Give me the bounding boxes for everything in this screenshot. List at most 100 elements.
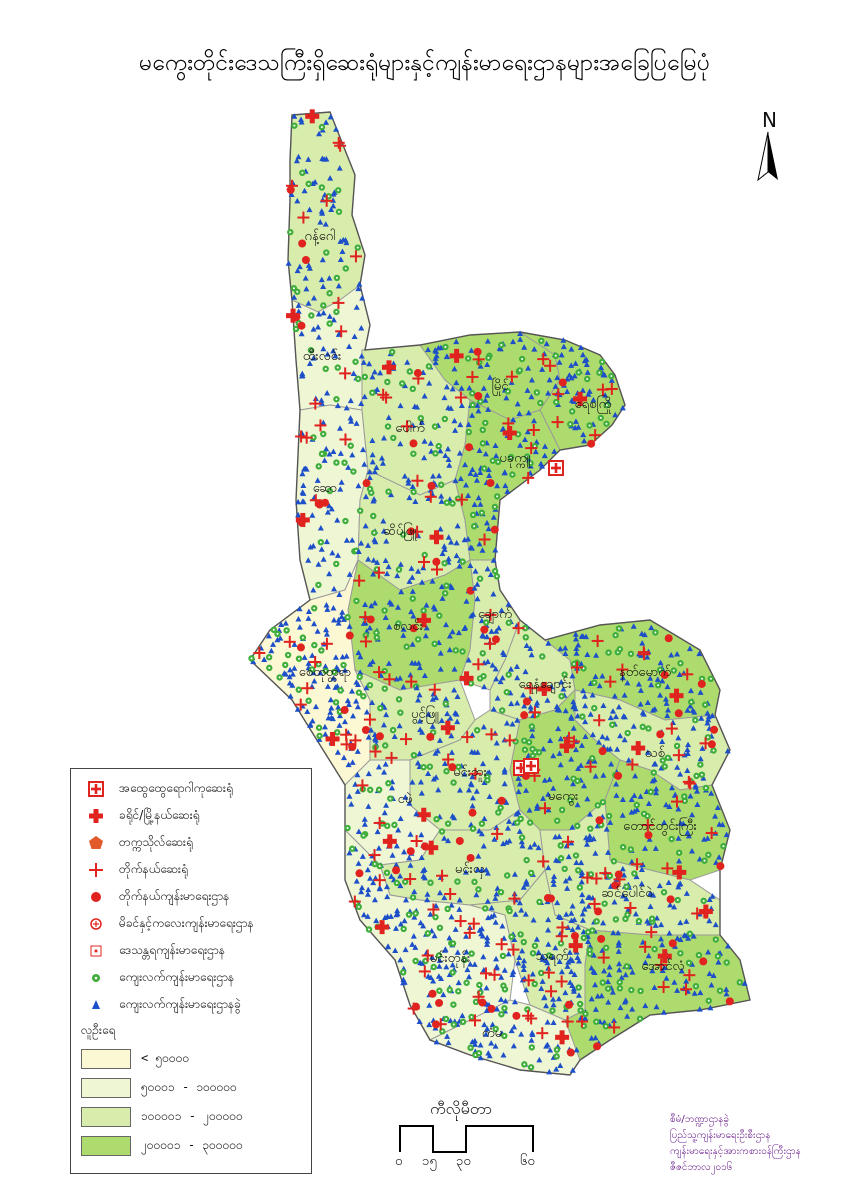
rural-subcenter-icon: [469, 412, 476, 418]
rural-health-center-icon: [692, 983, 700, 990]
rural-subcenter-icon: [436, 737, 443, 743]
township-gangaw[interactable]: [287, 111, 366, 313]
rural-health-center-icon: [716, 987, 724, 994]
rural-health-center-icon: [497, 804, 504, 811]
station-health-center-icon: [298, 239, 307, 248]
rural-subcenter-icon: [665, 879, 672, 886]
rural-subcenter-icon: [570, 725, 577, 731]
rural-health-center-icon: [446, 986, 453, 994]
station-health-center-icon: [595, 816, 604, 825]
station-hospital-icon: [522, 974, 535, 987]
rural-health-center-icon: [373, 634, 381, 641]
rural-subcenter-icon: [425, 711, 432, 717]
rural-subcenter-icon: [684, 746, 691, 753]
rural-subcenter-icon: [296, 624, 303, 630]
rural-subcenter-icon: [501, 651, 508, 657]
rural-health-center-icon: [673, 742, 681, 750]
rural-subcenter-icon: [340, 236, 347, 243]
rural-subcenter-icon: [337, 486, 344, 492]
rural-subcenter-icon: [382, 557, 389, 564]
rural-subcenter-icon: [700, 775, 707, 781]
township-hospital-icon: [375, 920, 390, 935]
rural-subcenter-icon: [647, 675, 654, 681]
rural-subcenter-icon: [708, 982, 715, 988]
rural-subcenter-icon: [572, 424, 579, 431]
station-hospital-icon: [363, 713, 376, 726]
rural-subcenter-icon: [413, 810, 420, 817]
population-class-label: ၅၀၀၀၁ - ၁၀၀၀၀၀: [141, 1079, 237, 1094]
rural-subcenter-icon: [602, 392, 609, 398]
credit-line: ဇီဇင်ဘာလ၂၀၁၆: [670, 1162, 733, 1173]
rural-subcenter-icon: [544, 1041, 551, 1048]
rural-subcenter-icon: [335, 620, 342, 626]
station-hospital-icon: [522, 1009, 535, 1022]
rural-subcenter-icon: [355, 860, 362, 866]
station-hospital-icon: [369, 745, 382, 758]
township-label: မင်းတုန်း: [430, 950, 471, 968]
rural-subcenter-icon: [295, 153, 302, 160]
scale-tick-15: ၁၅: [422, 1154, 437, 1169]
rural-subcenter-icon: [359, 295, 366, 301]
station-hospital-icon: [616, 663, 629, 676]
rural-subcenter-icon: [365, 542, 372, 548]
rural-health-center-icon: [471, 878, 478, 886]
rural-health-center-icon: [484, 777, 491, 784]
station-hospital-icon: [401, 420, 414, 433]
rural-health-center-icon: [575, 984, 582, 991]
rural-health-center-icon: [659, 757, 666, 764]
rural-subcenter-icon: [421, 874, 428, 881]
rural-health-center-icon: [604, 985, 612, 992]
rural-subcenter-icon: [582, 718, 589, 725]
rural-subcenter-icon: [587, 836, 594, 842]
rural-health-center-icon: [674, 896, 681, 904]
rural-subcenter-icon: [520, 884, 527, 890]
rural-subcenter-icon: [562, 989, 569, 996]
rural-subcenter-icon: [378, 455, 385, 461]
rural-subcenter-icon: [448, 902, 455, 908]
rural-subcenter-icon: [571, 971, 578, 977]
township-hospital-icon: [416, 613, 431, 628]
rural-subcenter-icon: [393, 925, 400, 931]
rural-subcenter-icon: [483, 519, 490, 526]
station-health-center-icon: [340, 706, 349, 715]
rural-subcenter-icon: [507, 666, 514, 672]
rural-subcenter-icon: [645, 800, 652, 807]
station-health-center-icon: [361, 726, 370, 735]
rural-subcenter-icon: [349, 451, 356, 458]
rural-health-center-icon: [370, 512, 377, 520]
rural-subcenter-icon: [386, 599, 393, 605]
station-hospital-icon: [544, 359, 557, 372]
rural-subcenter-icon: [557, 761, 564, 768]
station-hospital-icon: [545, 985, 558, 998]
rural-health-center-icon: [287, 228, 294, 236]
rural-subcenter-icon: [574, 801, 581, 808]
rural-subcenter-icon: [354, 748, 361, 754]
rural-health-center-icon: [384, 423, 392, 430]
rural-subcenter-icon: [324, 351, 331, 357]
legend-item-label: မိခင်နှင့်ကလေးကျန်းမာရေးဌာန: [119, 915, 254, 930]
station-hospital-icon: [641, 819, 654, 832]
rural-subcenter-icon: [696, 856, 703, 862]
rural-health-center-icon: [381, 607, 388, 614]
rural-subcenter-icon: [359, 446, 366, 453]
rural-health-center-icon: [645, 725, 652, 732]
rural-subcenter-icon: [295, 302, 302, 308]
rural-subcenter-icon: [442, 696, 449, 702]
rural-subcenter-icon: [327, 709, 334, 715]
population-class-label: ၁၀၀၀၀၁ - ၂၀၀၀၀၀: [141, 1108, 243, 1123]
rural-health-center-icon: [426, 763, 434, 770]
rural-subcenter-icon: [357, 669, 364, 675]
scale-tick-60: ၆၀: [520, 1154, 535, 1169]
rural-subcenter-icon: [537, 460, 544, 467]
rural-subcenter-icon: [556, 359, 563, 365]
rural-subcenter-icon: [685, 935, 692, 941]
rural-subcenter-icon: [706, 896, 713, 902]
township-label: တောင်တွင်းကြီး: [623, 817, 697, 836]
station-health-center-icon: [435, 998, 444, 1007]
rural-subcenter-icon: [426, 380, 433, 386]
rural-subcenter-icon: [499, 923, 506, 929]
rural-subcenter-icon: [599, 947, 606, 953]
station-hospital-icon: [332, 296, 345, 309]
rural-subcenter-icon: [560, 343, 567, 350]
station-hospital-icon: [373, 666, 386, 679]
